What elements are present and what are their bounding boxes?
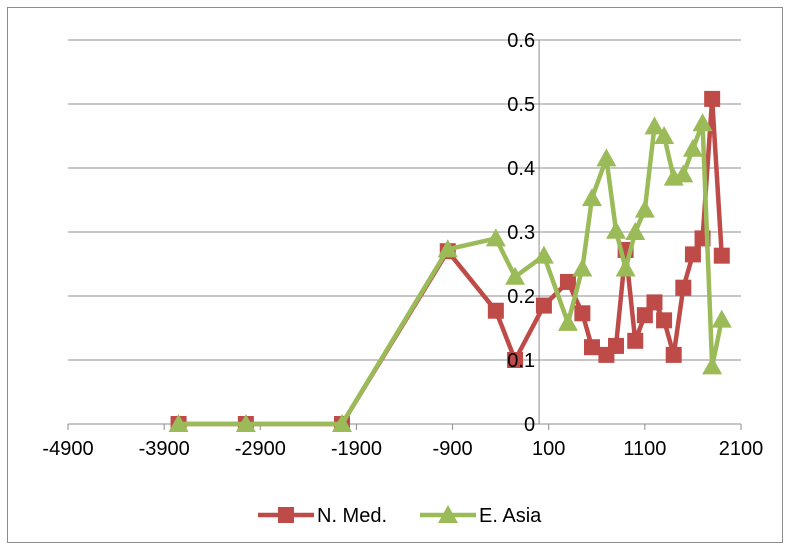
x-tick-label-5: 100 — [532, 438, 565, 460]
data-point-0-15 — [646, 294, 663, 311]
series-1 — [168, 113, 732, 432]
data-point-1-2 — [332, 414, 353, 432]
data-point-0-6 — [535, 297, 552, 314]
data-point-1-3 — [437, 239, 458, 258]
x-tick-label-3: -1900 — [331, 438, 382, 460]
y-tick-label-1: 0.1 — [507, 350, 535, 372]
data-point-0-11 — [608, 337, 625, 354]
y-tick-label-3: 0.3 — [507, 222, 535, 244]
data-point-1-9 — [581, 188, 602, 207]
series-0 — [170, 90, 730, 432]
data-point-1-11 — [606, 220, 627, 239]
x-tick-label-0: -4900 — [42, 438, 93, 460]
data-point-1-22 — [711, 309, 732, 328]
x-tick-label-7: 2100 — [719, 438, 764, 460]
data-point-0-4 — [487, 302, 504, 319]
data-point-1-19 — [682, 138, 703, 157]
legend-marker-0 — [278, 507, 294, 523]
data-point-1-8 — [572, 258, 593, 277]
x-tick-label-2: -2900 — [235, 438, 286, 460]
x-tick-labels: -4900 -3900 -2900 -1900 -900 100 1100 2100 — [42, 438, 763, 460]
y-tick-label-6: 0.6 — [507, 30, 535, 52]
data-point-1-0 — [168, 414, 189, 432]
data-point-1-1 — [235, 414, 256, 432]
data-point-0-13 — [627, 332, 644, 349]
data-point-1-10 — [596, 148, 617, 167]
data-point-0-5 — [507, 352, 524, 368]
data-point-0-9 — [583, 339, 600, 356]
data-point-0-7 — [559, 273, 576, 290]
x-tick-label-1: -3900 — [139, 438, 190, 460]
data-point-0-19 — [684, 246, 701, 263]
data-point-0-17 — [665, 346, 682, 363]
y-tick-label-0: 0 — [524, 414, 535, 436]
y-tick-labels: 0 0.1 0.2 0.3 0.4 0.5 0.6 — [507, 30, 535, 436]
data-point-1-12 — [615, 258, 636, 277]
data-point-0-22 — [713, 247, 730, 264]
data-point-1-4 — [485, 228, 506, 247]
y-tick-label-4: 0.4 — [507, 158, 535, 180]
y-tick-label-2: 0.2 — [507, 286, 535, 308]
data-point-0-14 — [636, 307, 653, 324]
legend: N. Med. E. Asia — [258, 505, 542, 527]
data-point-1-18 — [673, 164, 694, 183]
data-point-0-21 — [704, 90, 721, 107]
x-tick-label-6: 1100 — [623, 438, 666, 460]
legend-label-0: N. Med. — [317, 505, 387, 527]
data-point-1-21 — [702, 356, 723, 375]
data-point-0-18 — [675, 279, 692, 296]
data-point-1-20 — [692, 113, 713, 132]
data-point-1-5 — [505, 266, 526, 285]
data-point-0-8 — [574, 305, 591, 322]
y-tick-label-5: 0.5 — [507, 94, 535, 116]
data-point-1-6 — [533, 245, 554, 264]
legend-marker-1 — [438, 505, 458, 523]
series-lines — [168, 90, 732, 432]
data-point-1-13 — [625, 222, 646, 240]
data-point-1-15 — [644, 116, 665, 135]
x-tick-label-4: -900 — [433, 438, 473, 460]
data-point-1-16 — [654, 126, 675, 144]
data-point-1-7 — [557, 312, 578, 331]
legend-label-1: E. Asia — [479, 505, 542, 527]
data-point-1-14 — [634, 199, 655, 218]
data-point-0-16 — [656, 312, 673, 329]
series-line-0 — [178, 96, 725, 427]
chart-frame — [7, 7, 783, 543]
